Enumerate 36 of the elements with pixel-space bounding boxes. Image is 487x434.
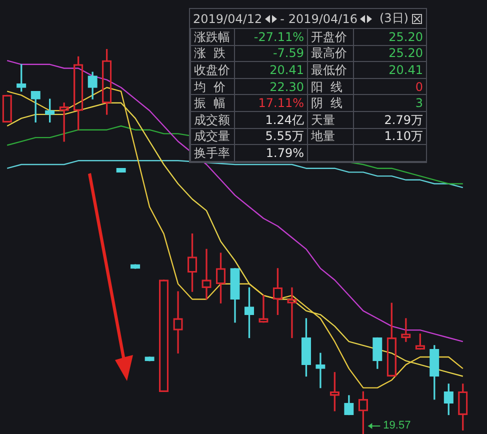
annotation: 成交额 bbox=[190, 111, 234, 128]
text: 涨跌幅 bbox=[190, 28, 234, 46]
annotation: 1.10万 bbox=[354, 128, 426, 145]
annotation: 天量 bbox=[308, 111, 354, 128]
text: (3日) bbox=[379, 10, 408, 27]
text: 2019/04/12 bbox=[193, 12, 262, 26]
candlestick bbox=[316, 352, 326, 388]
annotation: 最高价 bbox=[308, 45, 354, 62]
annotation: 19.57 bbox=[383, 420, 411, 432]
annotation: 2.79万 bbox=[354, 111, 426, 128]
text: - 2019/04/16 bbox=[280, 12, 358, 26]
annotation: 22.30 bbox=[234, 78, 308, 95]
annotation: -7.59 bbox=[234, 45, 308, 62]
annotation: 阳 线 bbox=[308, 78, 354, 95]
annotation: 换手率 bbox=[190, 144, 234, 162]
annotation: 17.11% bbox=[234, 94, 308, 112]
annotation: 涨 跌 bbox=[190, 45, 234, 62]
annotation: 收盘价 bbox=[190, 62, 234, 78]
text: -27.11% bbox=[234, 28, 308, 46]
annotation: 20.41 bbox=[354, 62, 426, 78]
annotation: 1.24亿 bbox=[234, 111, 308, 128]
annotation: 地量 bbox=[308, 128, 354, 145]
candlestick bbox=[88, 72, 98, 100]
annotation: 20.41 bbox=[234, 62, 308, 78]
annotation: 振 幅 bbox=[190, 94, 234, 112]
text: 25.20 bbox=[354, 28, 426, 46]
annotation: 25.20 bbox=[354, 45, 426, 62]
annotation: 成交量 bbox=[190, 128, 234, 145]
annotation: 均 价 bbox=[190, 78, 234, 95]
annotation: 最低价 bbox=[308, 62, 354, 78]
annotation: 1.79% bbox=[234, 144, 308, 162]
annotation: 5.55万 bbox=[234, 128, 308, 145]
text: 开盘价 bbox=[308, 28, 354, 46]
annotation: 0 bbox=[354, 78, 426, 95]
annotation: 3 bbox=[354, 94, 426, 112]
annotation: 阴 线 bbox=[308, 94, 354, 112]
